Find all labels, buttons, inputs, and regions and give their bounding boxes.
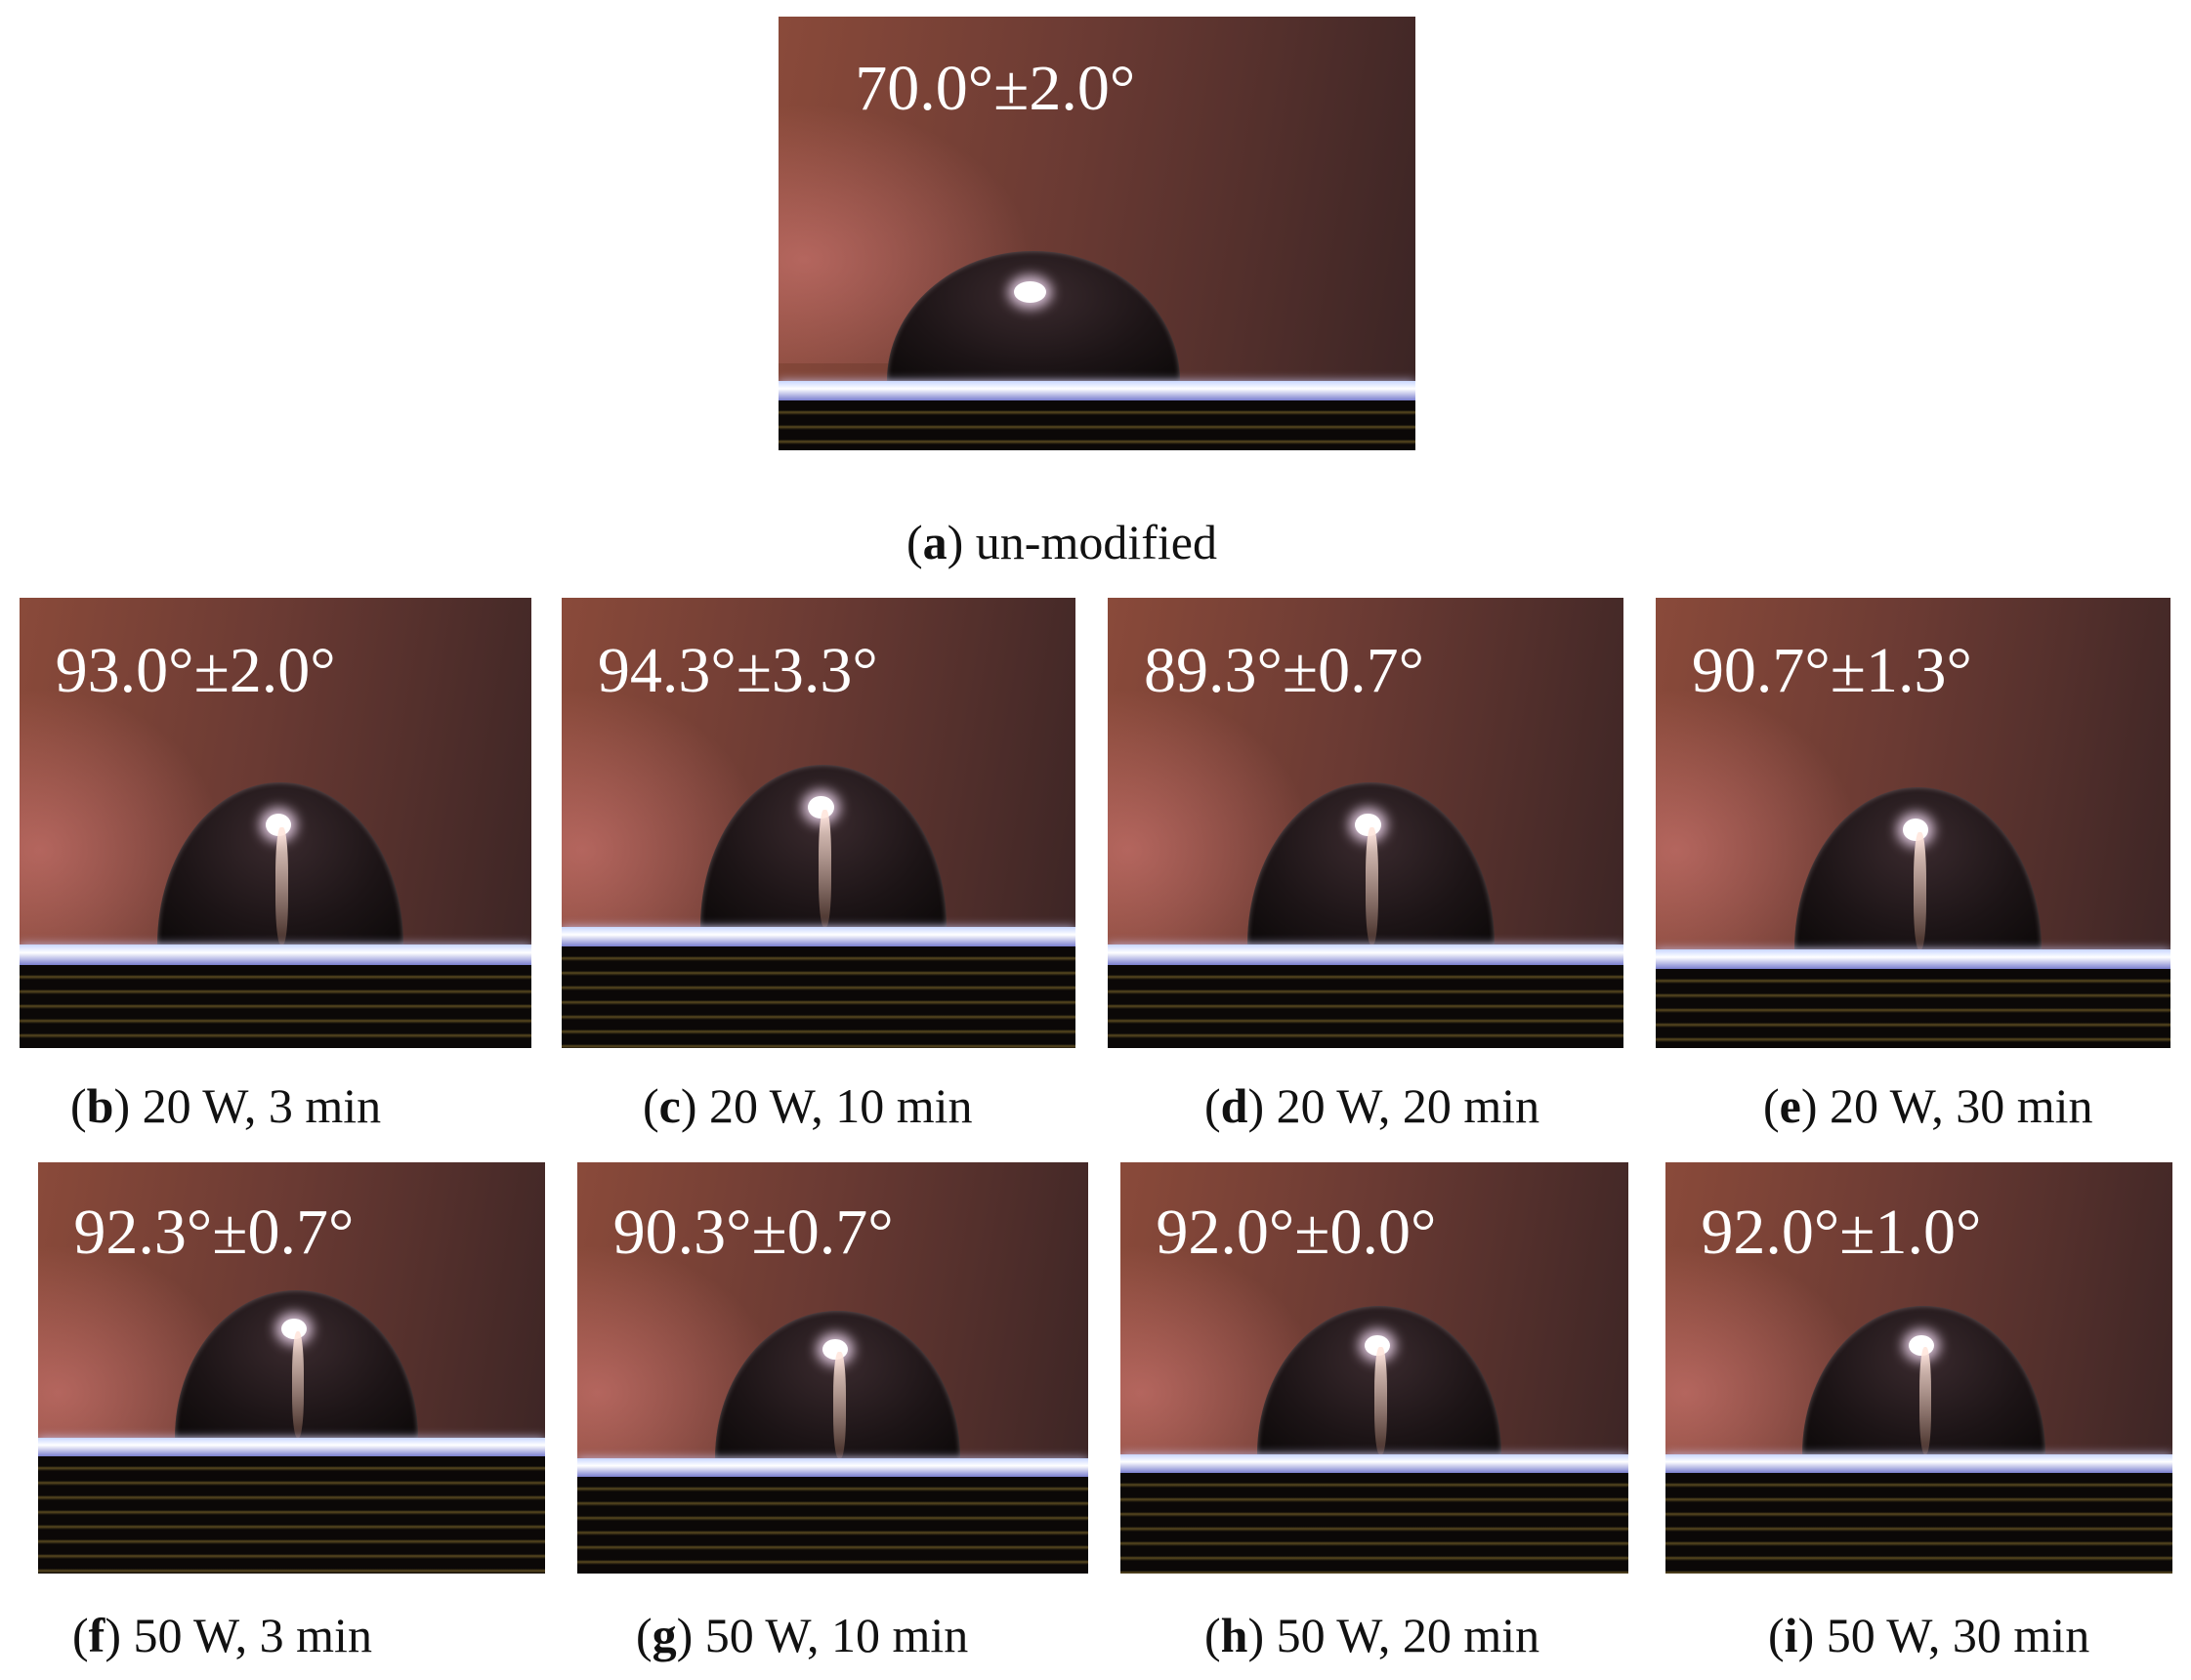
reflection-streak	[1374, 1347, 1387, 1454]
droplet-photo: 90.3°±0.7°	[577, 1162, 1088, 1574]
droplet-photo: 94.3°±3.3°	[562, 598, 1075, 1048]
panel-caption: (a) un-modified	[906, 514, 1217, 570]
panel-caption: (b) 20 W, 3 min	[70, 1077, 381, 1134]
panel-letter: h	[1220, 1608, 1248, 1662]
reflection-streak	[819, 809, 832, 927]
caption-text: ) 50 W, 3 min	[105, 1608, 372, 1662]
contact-angle: 90.7°±1.3°	[1691, 634, 1972, 706]
caption-text: (	[1768, 1608, 1785, 1662]
panel-caption: (h) 50 W, 20 min	[1204, 1607, 1539, 1663]
contact-angle: 90.3°±0.7°	[612, 1196, 894, 1268]
substrate-line	[1656, 948, 2170, 970]
caption-text: (	[1204, 1078, 1221, 1133]
reflection-streak	[832, 1351, 846, 1459]
substrate-line	[38, 1438, 545, 1456]
panel-letter: b	[86, 1078, 114, 1133]
substrate-line	[1108, 944, 1623, 965]
substrate-line	[20, 944, 531, 965]
caption-text: ) 20 W, 20 min	[1247, 1078, 1540, 1133]
caption-text: ) 20 W, 10 min	[680, 1078, 973, 1133]
substrate	[1665, 1472, 2172, 1574]
substrate-line	[779, 380, 1415, 400]
substrate-line	[1120, 1453, 1628, 1473]
droplet-photo: 90.7°±1.3°	[1656, 598, 2170, 1048]
caption-text: ) 20 W, 30 min	[1800, 1078, 2093, 1133]
contact-angle: 92.0°±0.0°	[1156, 1196, 1437, 1268]
caption-text: (	[906, 515, 923, 569]
panel-caption: (f) 50 W, 3 min	[72, 1607, 372, 1663]
droplet-photo: 92.0°±0.0°	[1120, 1162, 1628, 1574]
caption-text: ) 50 W, 20 min	[1247, 1608, 1540, 1662]
reflection-streak	[1918, 1347, 1932, 1454]
caption-text: (	[72, 1608, 89, 1662]
panel-letter: i	[1784, 1608, 1798, 1662]
caption-text: ) un-modified	[947, 515, 1217, 569]
reflection-streak	[1366, 827, 1379, 945]
caption-text: (	[636, 1608, 653, 1662]
contact-angle: 92.3°±0.7°	[73, 1196, 355, 1268]
panel-caption: (c) 20 W, 10 min	[643, 1077, 973, 1134]
caption-text: (	[70, 1078, 87, 1133]
panel-caption: (e) 20 W, 30 min	[1763, 1077, 2093, 1134]
highlight	[1014, 280, 1046, 304]
caption-text: ) 20 W, 3 min	[113, 1078, 382, 1133]
panel-caption: (i) 50 W, 30 min	[1768, 1607, 2089, 1663]
caption-text: ) 50 W, 10 min	[676, 1608, 969, 1662]
caption-text: (	[1204, 1608, 1221, 1662]
panel-caption: (g) 50 W, 10 min	[636, 1607, 968, 1663]
droplet-photo: 89.3°±0.7°	[1108, 598, 1623, 1048]
droplet-photo: 92.3°±0.7°	[38, 1162, 545, 1574]
droplet-photo: 92.0°±1.0°	[1665, 1162, 2172, 1574]
substrate	[1108, 964, 1623, 1048]
caption-text: ) 50 W, 30 min	[1797, 1608, 2090, 1662]
reflection-streak	[275, 827, 289, 945]
substrate	[1120, 1472, 1628, 1574]
panel-caption: (d) 20 W, 20 min	[1204, 1077, 1539, 1134]
substrate	[38, 1456, 545, 1574]
panel-letter: g	[652, 1608, 677, 1662]
panel-letter: a	[922, 515, 948, 569]
substrate	[20, 964, 531, 1048]
droplet-photo: 70.0°±2.0°	[779, 17, 1415, 450]
panel-letter: c	[658, 1078, 681, 1133]
substrate	[779, 399, 1415, 450]
contact-angle: 89.3°±0.7°	[1143, 634, 1424, 706]
panel-letter: d	[1220, 1078, 1248, 1133]
contact-angle: 94.3°±3.3°	[597, 634, 878, 706]
caption-text: (	[1763, 1078, 1780, 1133]
substrate-line	[577, 1458, 1088, 1478]
contact-angle: 93.0°±2.0°	[55, 634, 336, 706]
panel-letter: e	[1779, 1078, 1801, 1133]
contact-angle: 92.0°±1.0°	[1701, 1196, 1982, 1268]
substrate-line	[562, 926, 1075, 947]
substrate-line	[1665, 1453, 2172, 1473]
reflection-streak	[1913, 831, 1926, 949]
droplet-photo: 93.0°±2.0°	[20, 598, 531, 1048]
caption-text: (	[643, 1078, 659, 1133]
substrate	[577, 1477, 1088, 1574]
panel-letter: f	[88, 1608, 105, 1662]
substrate	[1656, 969, 2170, 1048]
substrate	[562, 946, 1075, 1048]
reflection-streak	[291, 1330, 305, 1439]
contact-angle: 70.0°±2.0°	[855, 52, 1136, 124]
